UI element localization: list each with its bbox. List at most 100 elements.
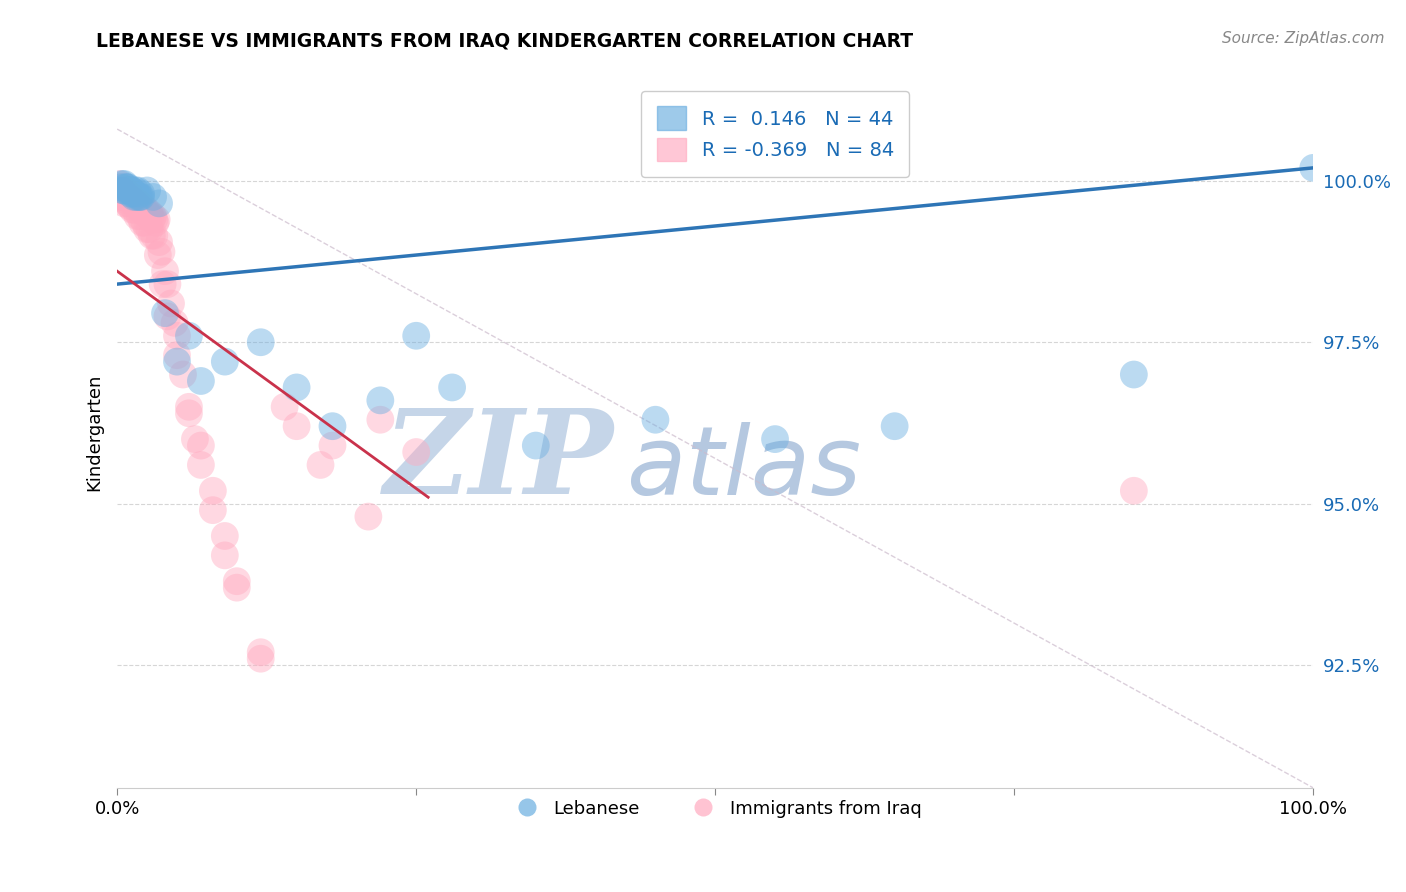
- Point: [166, 354, 188, 368]
- Point: [152, 277, 174, 292]
- Y-axis label: Kindergarten: Kindergarten: [86, 374, 103, 491]
- Point: [118, 184, 141, 198]
- Point: [214, 549, 236, 563]
- Point: [131, 200, 153, 214]
- Point: [112, 177, 135, 191]
- Point: [134, 206, 156, 220]
- Point: [138, 222, 160, 236]
- Point: [110, 180, 132, 194]
- Point: [172, 368, 194, 382]
- Point: [190, 458, 212, 472]
- Point: [177, 328, 200, 343]
- Point: [120, 200, 142, 214]
- Point: [190, 439, 212, 453]
- Point: [127, 200, 149, 214]
- Point: [156, 277, 179, 292]
- Point: [146, 248, 169, 262]
- Point: [117, 184, 139, 198]
- Point: [124, 193, 146, 207]
- Point: [141, 212, 163, 227]
- Point: [115, 180, 138, 194]
- Point: [225, 581, 247, 595]
- Point: [166, 348, 188, 362]
- Point: [110, 184, 132, 198]
- Point: [321, 419, 343, 434]
- Point: [120, 193, 142, 207]
- Point: [201, 503, 224, 517]
- Point: [122, 190, 145, 204]
- Point: [153, 306, 176, 320]
- Point: [136, 222, 159, 236]
- Point: [524, 439, 547, 453]
- Point: [405, 328, 427, 343]
- Point: [135, 202, 157, 217]
- Point: [129, 190, 152, 204]
- Point: [177, 406, 200, 420]
- Point: [143, 212, 166, 227]
- Point: [201, 483, 224, 498]
- Point: [112, 190, 135, 204]
- Text: LEBANESE VS IMMIGRANTS FROM IRAQ KINDERGARTEN CORRELATION CHART: LEBANESE VS IMMIGRANTS FROM IRAQ KINDERG…: [96, 31, 912, 50]
- Point: [124, 202, 146, 217]
- Point: [131, 216, 153, 230]
- Point: [142, 190, 165, 204]
- Point: [138, 206, 160, 220]
- Point: [114, 186, 136, 201]
- Text: ZIP: ZIP: [384, 403, 613, 518]
- Point: [111, 177, 134, 191]
- Point: [132, 202, 155, 217]
- Point: [160, 296, 183, 310]
- Point: [121, 190, 143, 204]
- Point: [763, 432, 786, 446]
- Point: [184, 432, 207, 446]
- Point: [1122, 483, 1144, 498]
- Point: [129, 200, 152, 214]
- Point: [249, 651, 271, 665]
- Point: [111, 190, 134, 204]
- Point: [108, 177, 131, 191]
- Point: [125, 196, 148, 211]
- Text: atlas: atlas: [626, 422, 860, 515]
- Point: [112, 184, 135, 198]
- Point: [883, 419, 905, 434]
- Point: [153, 264, 176, 278]
- Point: [111, 184, 134, 198]
- Point: [141, 228, 163, 243]
- Point: [121, 186, 143, 201]
- Point: [145, 212, 167, 227]
- Point: [142, 209, 165, 223]
- Point: [127, 209, 149, 223]
- Point: [127, 184, 149, 198]
- Point: [1302, 161, 1324, 175]
- Point: [148, 235, 170, 249]
- Point: [129, 190, 152, 204]
- Point: [114, 180, 136, 194]
- Point: [112, 196, 135, 211]
- Point: [214, 529, 236, 543]
- Point: [285, 419, 308, 434]
- Point: [118, 190, 141, 204]
- Point: [110, 184, 132, 198]
- Point: [150, 244, 173, 259]
- Point: [128, 196, 150, 211]
- Point: [139, 209, 162, 223]
- Point: [125, 190, 148, 204]
- Point: [249, 645, 271, 659]
- Point: [148, 196, 170, 211]
- Point: [112, 186, 135, 201]
- Point: [156, 310, 179, 324]
- Point: [136, 184, 159, 198]
- Point: [405, 445, 427, 459]
- Point: [129, 186, 152, 201]
- Point: [112, 184, 135, 198]
- Point: [124, 184, 146, 198]
- Point: [112, 184, 135, 198]
- Point: [129, 209, 152, 223]
- Point: [370, 393, 392, 408]
- Point: [121, 202, 143, 217]
- Point: [115, 190, 138, 204]
- Point: [249, 335, 271, 350]
- Point: [145, 216, 167, 230]
- Point: [121, 184, 143, 198]
- Point: [134, 216, 156, 230]
